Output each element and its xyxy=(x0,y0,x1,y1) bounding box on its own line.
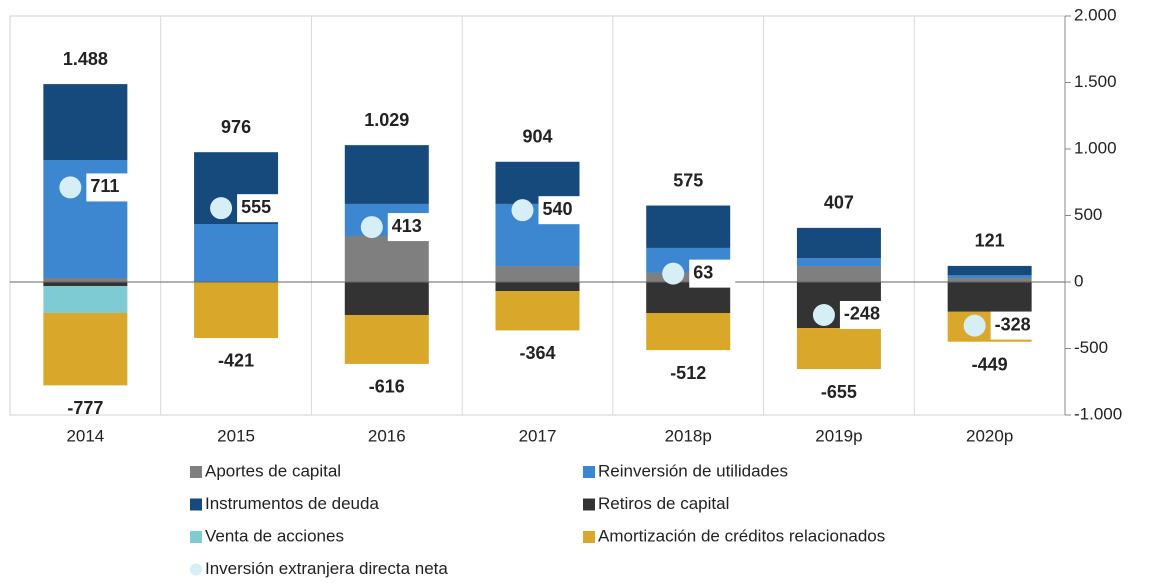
legend-label: Reinversión de utilidades xyxy=(598,461,788,480)
legend-swatch xyxy=(190,498,202,511)
legend-swatch xyxy=(190,563,202,576)
legend-label: Inversión extranjera directa neta xyxy=(205,559,448,578)
legend-swatch xyxy=(190,466,202,478)
y-tick-label: -1.000 xyxy=(1074,404,1122,423)
net-dot xyxy=(59,176,82,199)
bar-segment xyxy=(796,266,881,282)
total-label: -449 xyxy=(972,354,1008,374)
net-label: 711 xyxy=(90,176,119,196)
bar-segment xyxy=(947,278,1032,282)
net-label-box xyxy=(990,311,1037,340)
bar-segment xyxy=(646,312,731,351)
total-label: 575 xyxy=(673,170,703,190)
legend-label: Retiros de capital xyxy=(598,494,729,513)
bar-segment xyxy=(43,285,128,313)
bar-segment xyxy=(495,291,580,331)
x-tick-label: 2014 xyxy=(66,426,104,445)
bar-segment xyxy=(344,235,429,282)
net-label: 540 xyxy=(543,199,573,219)
net-label: -328 xyxy=(995,314,1031,334)
bar-segment xyxy=(194,282,279,338)
bar-segment xyxy=(947,265,1032,276)
net-label-box xyxy=(689,259,736,288)
legend-swatch xyxy=(583,498,595,511)
total-label: 1.488 xyxy=(63,49,108,69)
x-tick-label: 2015 xyxy=(217,426,255,445)
net-dot xyxy=(662,262,685,285)
y-tick-label: -500 xyxy=(1074,338,1108,357)
x-tick-label: 2020p xyxy=(966,426,1013,445)
bar-segment xyxy=(194,224,279,282)
total-label: -655 xyxy=(821,382,857,402)
net-label: 63 xyxy=(693,262,713,282)
net-label: 413 xyxy=(392,216,422,236)
bar-segment xyxy=(646,272,731,282)
net-dot xyxy=(963,314,986,337)
x-tick-label: 2018p xyxy=(665,426,712,445)
x-tick-label: 2019p xyxy=(815,426,862,445)
total-label: 1.029 xyxy=(364,110,409,130)
net-label-box xyxy=(387,213,434,242)
y-tick-label: 2.000 xyxy=(1074,5,1117,24)
net-label: 555 xyxy=(241,197,271,217)
y-tick-label: 1.000 xyxy=(1074,138,1117,157)
legend-swatch xyxy=(583,466,595,478)
bar-segment xyxy=(344,145,429,204)
net-dot xyxy=(812,303,835,326)
legend-swatch xyxy=(583,531,595,543)
bar-segment xyxy=(495,266,580,282)
total-label: 976 xyxy=(221,117,251,137)
net-label: -248 xyxy=(844,304,880,324)
total-label: -421 xyxy=(218,351,254,371)
net-label-box xyxy=(538,196,585,225)
net-label-box xyxy=(839,300,886,329)
bar-segment xyxy=(796,328,881,370)
total-label: -616 xyxy=(369,377,405,397)
total-label: 407 xyxy=(824,193,854,213)
net-label-box xyxy=(237,194,284,223)
bar-segment xyxy=(947,282,1032,312)
total-label: 121 xyxy=(975,231,1005,251)
bar-segment xyxy=(43,312,128,386)
bar-segment xyxy=(495,282,580,292)
bar-segment xyxy=(796,258,881,267)
net-dot xyxy=(511,199,534,222)
y-tick-label: 0 xyxy=(1074,271,1083,290)
total-label: -777 xyxy=(67,398,103,418)
legend-label: Amortización de créditos relacionados xyxy=(598,526,885,545)
net-dot xyxy=(210,197,233,220)
total-label: 904 xyxy=(522,127,552,147)
net-label-box xyxy=(86,173,133,202)
net-dot xyxy=(360,216,383,239)
total-label: -512 xyxy=(670,363,706,383)
x-tick-label: 2016 xyxy=(368,426,406,445)
y-tick-label: 500 xyxy=(1074,205,1102,224)
bar-segment xyxy=(646,205,731,248)
y-tick-label: 1.500 xyxy=(1074,72,1117,91)
x-tick-label: 2017 xyxy=(519,426,557,445)
bar-segment xyxy=(43,84,128,161)
legend-label: Instrumentos de deuda xyxy=(205,494,379,513)
bar-segment xyxy=(344,314,429,364)
total-label: -364 xyxy=(519,343,555,363)
legend-swatch xyxy=(190,531,202,543)
legend-label: Venta de acciones xyxy=(205,526,344,545)
bar-segment xyxy=(947,275,1032,279)
bar-segment xyxy=(796,227,881,259)
bar-segment xyxy=(344,282,429,315)
bar-segment xyxy=(43,278,128,282)
legend-label: Aportes de capital xyxy=(205,461,341,480)
bar-segment xyxy=(43,282,128,286)
